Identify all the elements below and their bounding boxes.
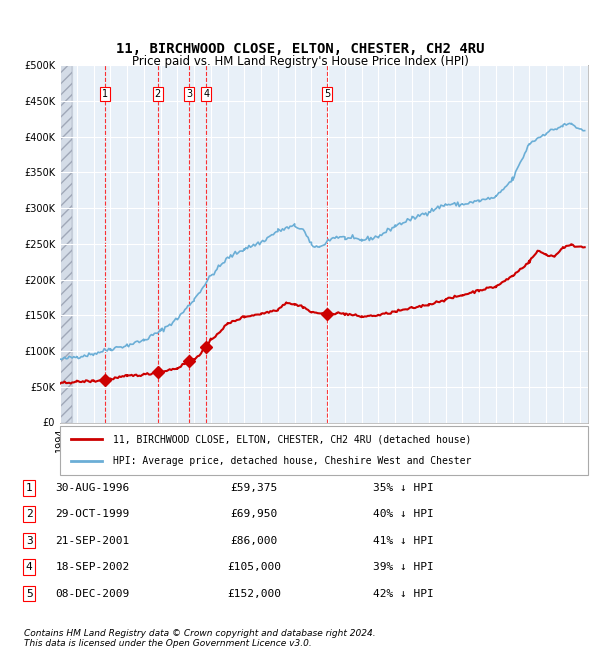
Text: £59,375: £59,375: [230, 483, 278, 493]
Text: 3: 3: [187, 88, 193, 99]
Text: 42% ↓ HPI: 42% ↓ HPI: [373, 588, 434, 599]
Text: 21-SEP-2001: 21-SEP-2001: [56, 536, 130, 545]
Text: 11, BIRCHWOOD CLOSE, ELTON, CHESTER, CH2 4RU (detached house): 11, BIRCHWOOD CLOSE, ELTON, CHESTER, CH2…: [113, 434, 471, 445]
Text: 18-SEP-2002: 18-SEP-2002: [56, 562, 130, 572]
Text: 4: 4: [203, 88, 209, 99]
Text: Price paid vs. HM Land Registry's House Price Index (HPI): Price paid vs. HM Land Registry's House …: [131, 55, 469, 68]
Text: 30-AUG-1996: 30-AUG-1996: [56, 483, 130, 493]
Text: 1: 1: [101, 88, 107, 99]
Bar: [60, 65, 72, 423]
Text: £152,000: £152,000: [227, 588, 281, 599]
Text: 4: 4: [26, 562, 32, 572]
Text: Contains HM Land Registry data © Crown copyright and database right 2024.: Contains HM Land Registry data © Crown c…: [24, 629, 376, 638]
Text: 08-DEC-2009: 08-DEC-2009: [56, 588, 130, 599]
FancyBboxPatch shape: [60, 426, 588, 474]
Text: 39% ↓ HPI: 39% ↓ HPI: [373, 562, 434, 572]
Text: 29-OCT-1999: 29-OCT-1999: [56, 509, 130, 519]
Text: 35% ↓ HPI: 35% ↓ HPI: [373, 483, 434, 493]
Text: £69,950: £69,950: [230, 509, 278, 519]
Text: 2: 2: [26, 509, 32, 519]
Text: 5: 5: [26, 588, 32, 599]
Text: £105,000: £105,000: [227, 562, 281, 572]
Text: HPI: Average price, detached house, Cheshire West and Chester: HPI: Average price, detached house, Ches…: [113, 456, 471, 466]
Text: This data is licensed under the Open Government Licence v3.0.: This data is licensed under the Open Gov…: [24, 639, 312, 648]
Text: 11, BIRCHWOOD CLOSE, ELTON, CHESTER, CH2 4RU: 11, BIRCHWOOD CLOSE, ELTON, CHESTER, CH2…: [116, 42, 484, 56]
Text: 5: 5: [324, 88, 331, 99]
Bar: [60, 65, 72, 423]
Text: 2: 2: [155, 88, 161, 99]
Text: 40% ↓ HPI: 40% ↓ HPI: [373, 509, 434, 519]
Text: 1: 1: [26, 483, 32, 493]
Text: 41% ↓ HPI: 41% ↓ HPI: [373, 536, 434, 545]
Text: 3: 3: [26, 536, 32, 545]
Text: £86,000: £86,000: [230, 536, 278, 545]
